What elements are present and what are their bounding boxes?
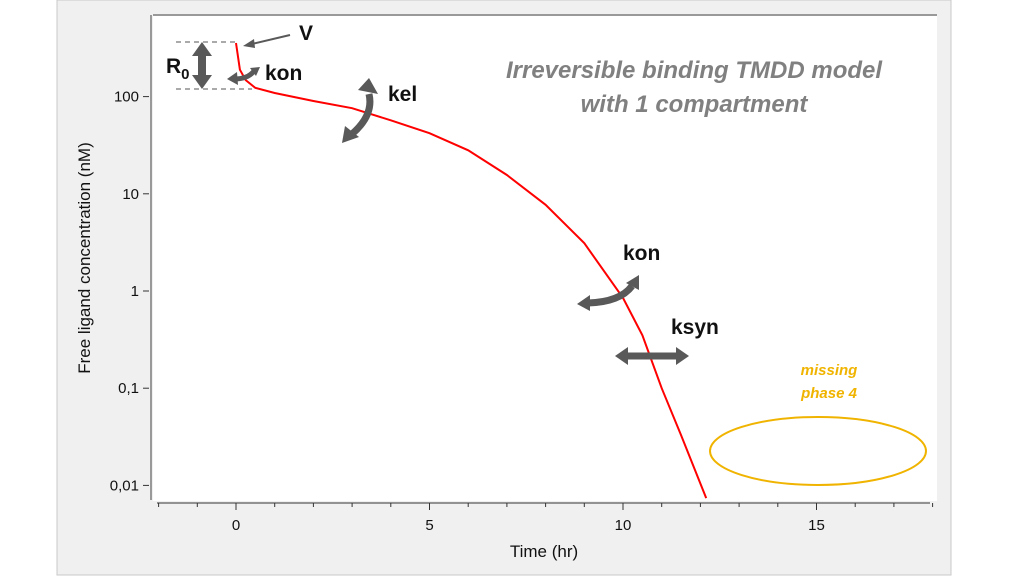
r0-double-arrow <box>192 42 212 89</box>
x-tick-label: 10 <box>615 517 632 534</box>
missing-phase-label-1: missing <box>801 362 858 379</box>
kon-label-2: kon <box>623 242 660 265</box>
x-tick-label: 5 <box>425 517 433 534</box>
kon-label-1: kon <box>265 62 302 85</box>
ksyn-double-arrow <box>615 347 689 365</box>
v-pointer-arrow <box>243 34 291 48</box>
missing-phase-ellipse <box>709 416 927 486</box>
plot-area <box>153 15 937 501</box>
chart-title: Irreversible binding TMDD model <box>506 57 883 84</box>
chart-subtitle: with 1 compartment <box>581 91 809 118</box>
y-tick-label: 100 <box>114 89 139 106</box>
x-tick-label: 0 <box>232 517 240 534</box>
x-axis-label: Time (hr) <box>510 542 578 561</box>
v-label: V <box>299 22 313 45</box>
missing-phase-label-2: phase 4 <box>800 385 858 402</box>
ksyn-label: ksyn <box>671 316 719 339</box>
y-tick-label: 0,1 <box>118 380 139 397</box>
kon-curved-arrow-2 <box>577 275 639 311</box>
y-tick-label: 10 <box>122 186 139 203</box>
kon-curved-arrow-1 <box>227 67 260 85</box>
kel-label: kel <box>388 83 417 106</box>
y-axis-label: Free ligand concentration (nM) <box>75 142 94 374</box>
free-ligand-curve <box>235 42 708 499</box>
y-tick-label: 1 <box>131 283 139 300</box>
kel-curved-arrow <box>342 78 378 143</box>
y-tick-label: 0,01 <box>110 477 139 494</box>
r0-label: R0 <box>166 55 190 83</box>
x-tick-label: 15 <box>808 517 825 534</box>
